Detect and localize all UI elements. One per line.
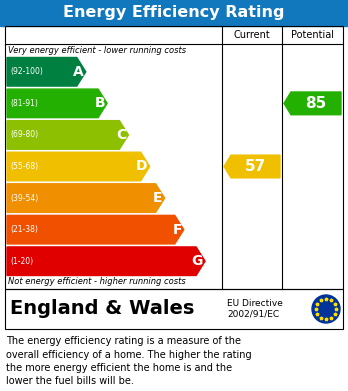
Text: the more energy efficient the home is and the: the more energy efficient the home is an… xyxy=(6,363,232,373)
Bar xyxy=(5,26,343,289)
Circle shape xyxy=(312,295,340,323)
Text: EU Directive
2002/91/EC: EU Directive 2002/91/EC xyxy=(227,299,283,319)
Text: overall efficiency of a home. The higher the rating: overall efficiency of a home. The higher… xyxy=(6,350,252,359)
Text: 85: 85 xyxy=(305,96,326,111)
Bar xyxy=(0,0,348,26)
Text: (81-91): (81-91) xyxy=(10,99,38,108)
Text: (92-100): (92-100) xyxy=(10,67,43,76)
Text: B: B xyxy=(95,96,105,110)
Bar xyxy=(5,289,343,329)
Text: England & Wales: England & Wales xyxy=(10,300,195,319)
Polygon shape xyxy=(7,215,184,244)
Text: D: D xyxy=(136,160,148,174)
Polygon shape xyxy=(7,57,86,86)
Polygon shape xyxy=(7,121,128,149)
Text: G: G xyxy=(192,254,203,268)
Text: (21-38): (21-38) xyxy=(10,225,38,234)
Text: lower the fuel bills will be.: lower the fuel bills will be. xyxy=(6,377,134,386)
Polygon shape xyxy=(224,155,280,178)
Text: (1-20): (1-20) xyxy=(10,257,33,266)
Text: The energy efficiency rating is a measure of the: The energy efficiency rating is a measur… xyxy=(6,336,241,346)
Text: A: A xyxy=(73,65,84,79)
Polygon shape xyxy=(7,184,165,212)
Text: Very energy efficient - lower running costs: Very energy efficient - lower running co… xyxy=(8,46,186,55)
Text: (39-54): (39-54) xyxy=(10,194,38,203)
Text: Potential: Potential xyxy=(291,30,334,40)
Text: (69-80): (69-80) xyxy=(10,131,38,140)
Text: Not energy efficient - higher running costs: Not energy efficient - higher running co… xyxy=(8,277,186,286)
Text: E: E xyxy=(153,191,163,205)
Text: 57: 57 xyxy=(244,159,266,174)
Polygon shape xyxy=(7,152,150,181)
Text: F: F xyxy=(172,222,182,237)
Text: Current: Current xyxy=(234,30,270,40)
Text: Energy Efficiency Rating: Energy Efficiency Rating xyxy=(63,5,285,20)
Polygon shape xyxy=(7,247,205,276)
Polygon shape xyxy=(284,92,341,115)
Text: (55-68): (55-68) xyxy=(10,162,38,171)
Text: C: C xyxy=(116,128,126,142)
Polygon shape xyxy=(7,89,107,118)
